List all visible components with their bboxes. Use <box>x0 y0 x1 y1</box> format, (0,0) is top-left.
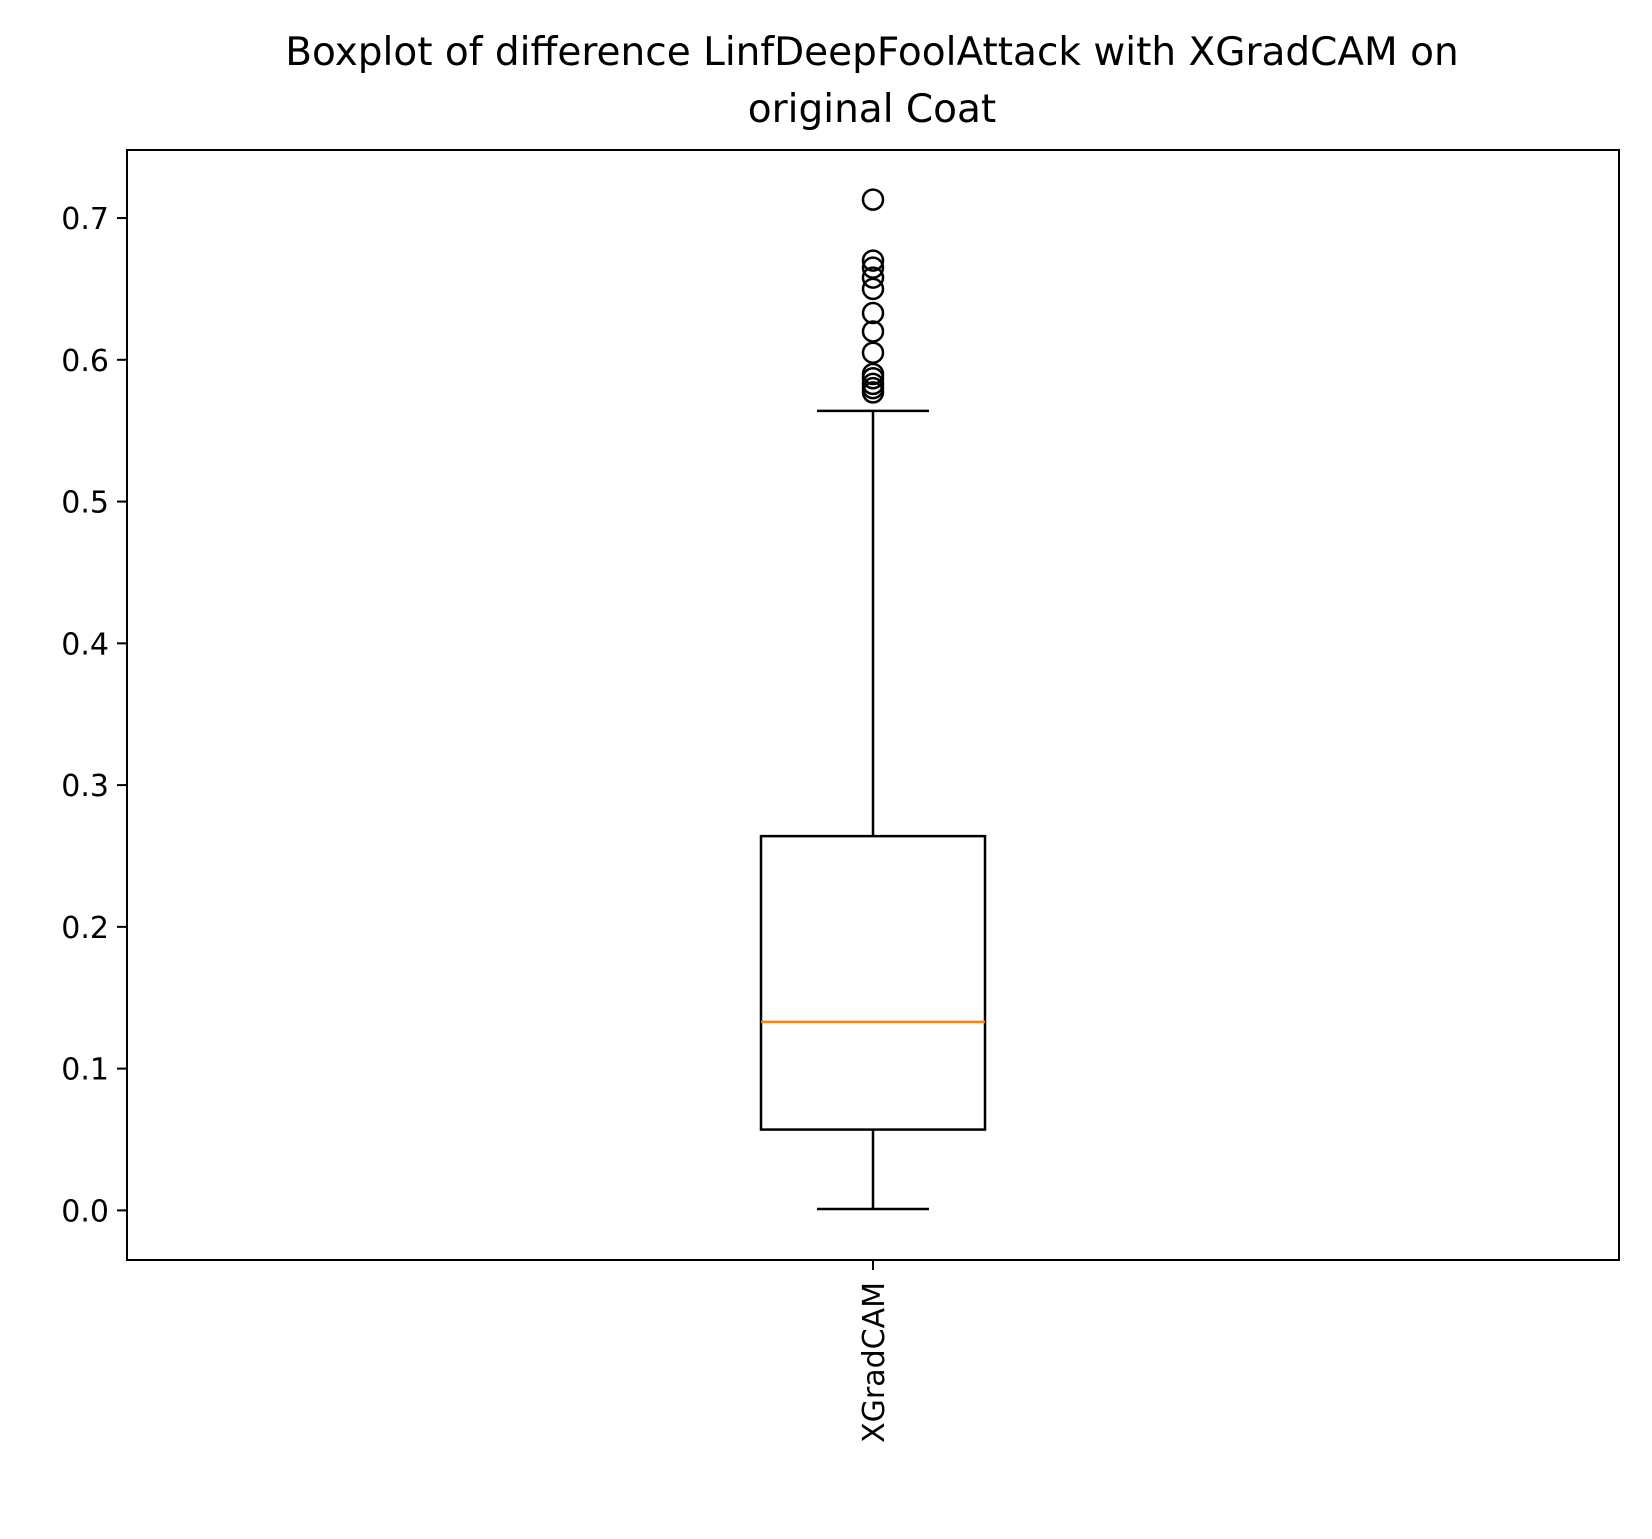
outlier-point <box>861 256 885 279</box>
y-tick-label: 0.5 <box>61 486 109 521</box>
y-tick-label: 0.1 <box>61 1053 109 1088</box>
outlier-point <box>861 301 885 325</box>
y-tick-label: 0.6 <box>61 344 109 379</box>
plot-area-frame <box>126 149 1620 1261</box>
box-group <box>759 188 987 1211</box>
chart-title-line-2: original Coat <box>748 87 996 132</box>
y-tick-label: 0.7 <box>61 202 109 237</box>
x-tick-label: XGradCAM <box>857 1282 892 1443</box>
iqr-box <box>759 834 987 1131</box>
outlier-point <box>861 372 885 396</box>
y-tick-label: 0.0 <box>61 1194 109 1229</box>
x-axis: XGradCAM <box>857 1260 892 1443</box>
y-tick-label: 0.4 <box>61 627 109 662</box>
outlier-point <box>861 188 885 211</box>
outlier-point <box>861 320 885 343</box>
y-axis: 0.0 0.1 0.2 0.3 0.4 0.5 0.6 0.7 <box>61 202 127 1229</box>
outlier-point <box>861 249 885 272</box>
outlier-point <box>861 341 885 364</box>
y-tick-label: 0.2 <box>61 911 109 946</box>
y-tick-label: 0.3 <box>61 769 109 804</box>
chart-title-line-1: Boxplot of difference LinfDeepFoolAttack… <box>285 30 1458 75</box>
outlier-point <box>861 266 885 289</box>
outlier-point <box>861 362 885 386</box>
outlier-point <box>861 277 885 301</box>
